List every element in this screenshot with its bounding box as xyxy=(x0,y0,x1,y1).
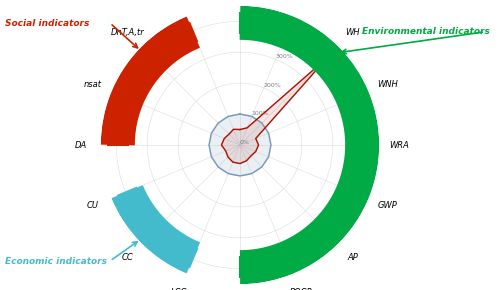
Text: Social indicators: Social indicators xyxy=(5,19,89,28)
Text: Environmental indicators: Environmental indicators xyxy=(362,27,490,36)
Text: Economic indicators: Economic indicators xyxy=(5,256,107,266)
Polygon shape xyxy=(222,57,328,164)
Polygon shape xyxy=(209,114,271,176)
